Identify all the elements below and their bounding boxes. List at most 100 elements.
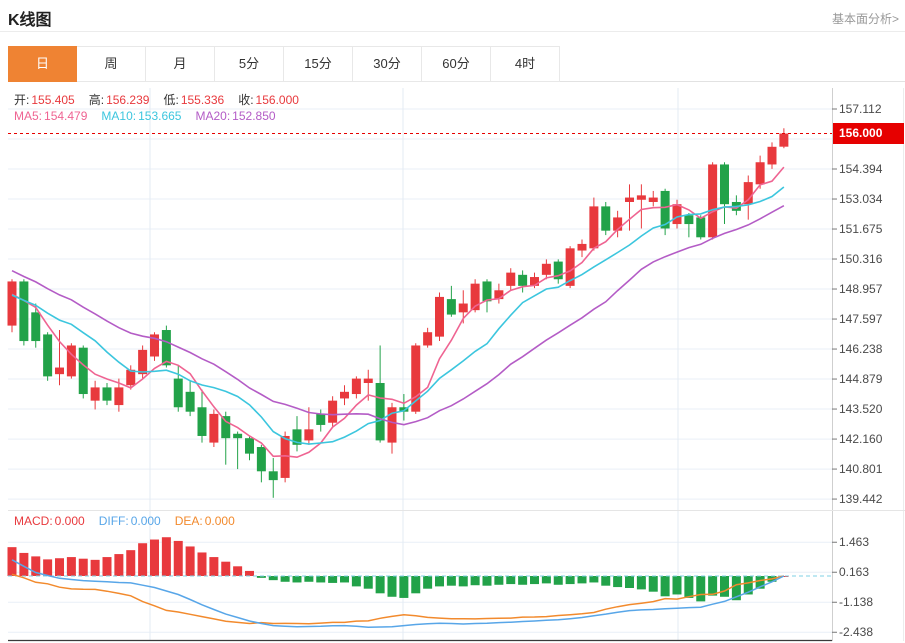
axis-tick-label: 151.675	[839, 222, 883, 237]
macd-bar	[256, 576, 266, 578]
axis-tick-label: 139.442	[839, 492, 883, 507]
page-title: K线图	[8, 12, 52, 29]
legend-item: MACD: 0.000	[14, 514, 85, 528]
candle-body	[767, 146, 777, 165]
macd-bar	[589, 576, 599, 583]
candle-body	[150, 334, 159, 357]
tab-60分[interactable]: 60分	[422, 46, 491, 82]
legend-item: DEA: 0.000	[174, 514, 235, 528]
macd-bar	[340, 576, 349, 583]
legend-item: 开: 155.405	[14, 93, 75, 107]
axis-tick-label: 140.801	[839, 462, 883, 477]
candle-body	[684, 215, 694, 225]
candle-body	[78, 347, 88, 395]
candle-body	[245, 438, 254, 454]
candle-body	[363, 378, 373, 383]
macd-bar	[221, 561, 231, 576]
candle-body	[328, 400, 338, 423]
macd-bar	[31, 556, 41, 576]
macd-bar	[625, 576, 634, 588]
candle-body	[636, 195, 646, 200]
candle-body	[565, 248, 575, 286]
candle-body	[648, 197, 658, 202]
macd-bar	[411, 576, 421, 594]
candle-body	[268, 471, 278, 481]
macd-bar	[541, 576, 551, 584]
axis-tick-label: 1.463	[839, 535, 870, 550]
macd-bar	[114, 554, 124, 576]
macd-bar	[506, 576, 516, 585]
macd-bar	[292, 576, 302, 583]
tab-30分[interactable]: 30分	[353, 46, 422, 82]
candle-body	[506, 272, 516, 286]
macd-bar	[197, 552, 207, 576]
header-divider	[0, 31, 905, 32]
axis-tick-label: 147.597	[839, 312, 883, 327]
tab-日[interactable]: 日	[8, 46, 77, 82]
candle-body	[114, 387, 124, 406]
tab-15分[interactable]: 15分	[284, 46, 353, 82]
axis-tick-label: 146.238	[839, 342, 883, 357]
macd-bar	[78, 558, 88, 576]
candle-body	[435, 296, 444, 337]
candle-body	[7, 281, 17, 326]
candle-body	[197, 407, 207, 436]
candle-body	[292, 429, 302, 445]
candle-body	[19, 281, 29, 342]
candle-body	[304, 429, 314, 441]
candle-body	[55, 367, 64, 375]
macd-bar	[435, 576, 444, 587]
candle-body	[696, 217, 706, 238]
candle-body	[161, 330, 171, 366]
legend-item: 低: 155.336	[163, 93, 225, 107]
candle-body	[375, 382, 385, 441]
macd-bar	[387, 576, 397, 597]
macd-bar	[648, 576, 658, 592]
macd-bar	[613, 576, 623, 588]
macd-bar	[375, 576, 385, 594]
candle-body	[233, 433, 243, 439]
axis-tick-label: 0.163	[839, 565, 870, 580]
macd-bar	[328, 576, 338, 583]
axis-tick-label: 154.394	[839, 162, 883, 176]
candle-body	[256, 447, 266, 472]
tab-周[interactable]: 周	[77, 46, 146, 82]
tab-4时[interactable]: 4时	[491, 46, 560, 82]
macd-bar	[363, 576, 373, 589]
candle-body	[423, 332, 433, 346]
axis-tick-label: 143.520	[839, 402, 883, 417]
macd-bar	[304, 576, 314, 582]
candle-body	[399, 407, 409, 412]
fundamental-analysis-link[interactable]: 基本面分析>	[831, 12, 899, 26]
macd-bar	[90, 559, 100, 576]
macd-bar	[351, 576, 361, 587]
candle-body	[470, 283, 480, 311]
candle-body	[743, 182, 753, 205]
macd-bar	[601, 576, 611, 586]
tab-5分[interactable]: 5分	[215, 46, 284, 82]
tab-月[interactable]: 月	[146, 46, 215, 82]
macd-bar	[233, 566, 243, 576]
candle-body	[625, 197, 634, 202]
macd-bar	[696, 576, 706, 602]
candle-body	[126, 369, 136, 386]
axis-tick-label: 157.112	[839, 102, 882, 116]
candle-body	[708, 164, 718, 238]
macd-bar	[743, 576, 753, 595]
candle-body	[458, 303, 468, 313]
candle-body	[43, 334, 53, 377]
legend-item: DIFF: 0.000	[98, 514, 161, 528]
macd-bar	[660, 576, 670, 597]
candle-body	[280, 435, 290, 478]
macd-bar	[66, 557, 76, 576]
macd-bar	[731, 576, 741, 601]
axis-tick-label: 153.034	[839, 192, 883, 207]
ma-legend: MA5: 154.479 MA10: 153.665 MA20: 152.850	[14, 109, 276, 123]
macd-bar	[280, 576, 290, 582]
candle-body	[541, 263, 551, 275]
macd-bar	[399, 576, 409, 598]
candle-body	[102, 387, 112, 401]
candle-body	[660, 190, 670, 229]
